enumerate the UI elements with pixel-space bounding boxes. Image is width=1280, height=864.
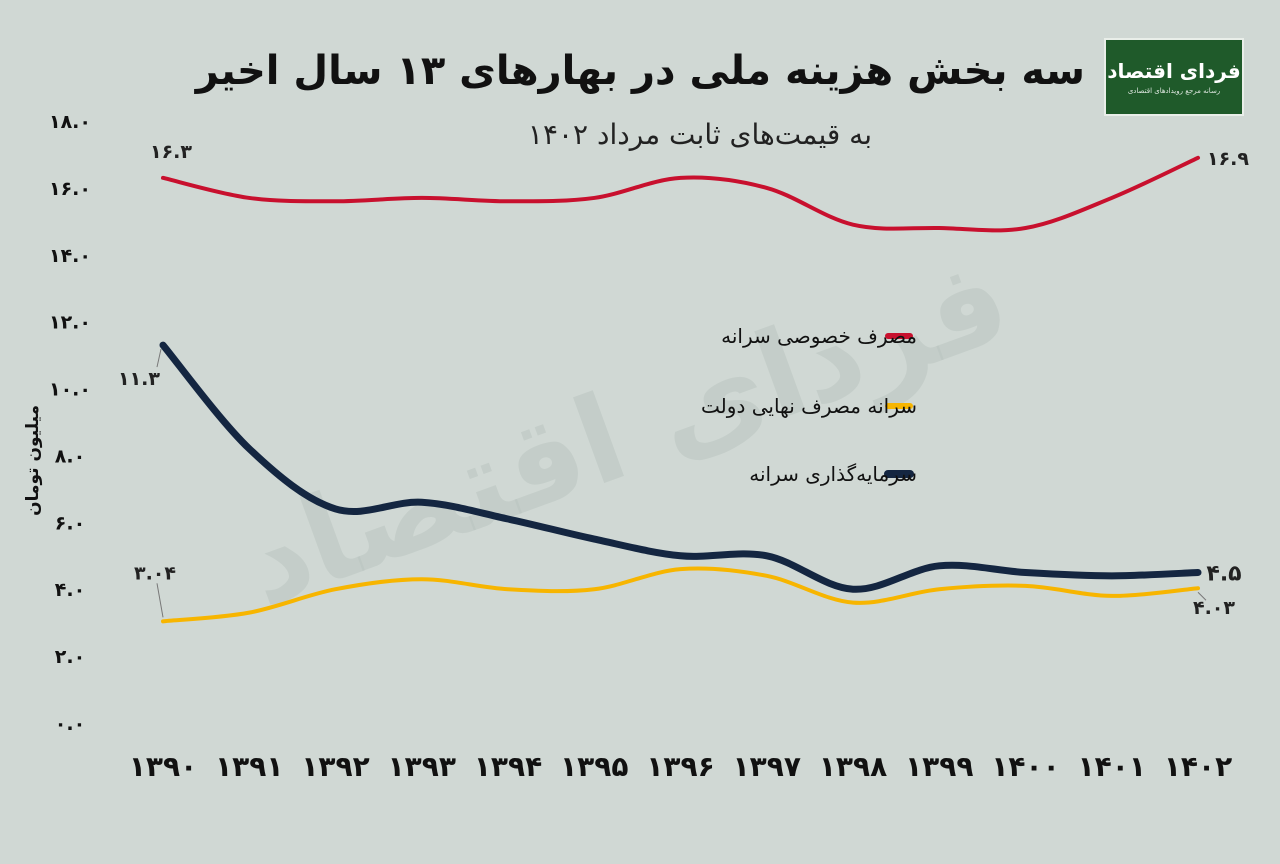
x-tick-label: ۱۴۰۰ bbox=[991, 750, 1059, 783]
chart-title: سه بخش هزینه ملی در بهارهای ۱۳ سال اخیر bbox=[195, 48, 1085, 94]
leader-line bbox=[156, 583, 164, 618]
legend-label: سرمایه‌گذاری سرانه bbox=[749, 462, 917, 486]
y-tick-label: ۱۴.۰ bbox=[49, 245, 91, 267]
data-label-end-1: ۱۶.۹ bbox=[1207, 148, 1249, 170]
data-label-start-2: ۳.۰۴ bbox=[134, 562, 176, 584]
x-tick-label: ۱۳۹۸ bbox=[819, 750, 887, 783]
y-tick-label: ۱۰.۰ bbox=[49, 379, 91, 401]
data-label-end-3: ۴.۵ bbox=[1206, 562, 1241, 587]
leader-line bbox=[156, 348, 162, 368]
x-tick-label: ۱۴۰۲ bbox=[1164, 750, 1232, 783]
y-tick-label: ۰.۰ bbox=[55, 713, 85, 735]
x-tick-label: ۱۳۹۰ bbox=[129, 750, 197, 783]
x-tick-label: ۱۳۹۳ bbox=[388, 750, 456, 783]
x-tick-label: ۱۳۹۵ bbox=[560, 750, 628, 783]
series-line-1 bbox=[161, 155, 1200, 233]
x-tick-label: ۱۳۹۶ bbox=[646, 750, 714, 783]
data-label-start-3: ۱۱.۳ bbox=[118, 368, 160, 390]
y-tick-label: ۱۶.۰ bbox=[49, 178, 91, 200]
x-tick-label: ۱۳۹۷ bbox=[733, 750, 801, 783]
y-tick-label: ۴.۰ bbox=[55, 579, 85, 601]
x-tick-label: ۱۴۰۱ bbox=[1078, 750, 1146, 783]
legend-label: مصرف خصوصی سرانه bbox=[721, 324, 917, 348]
data-label-start-1: ۱۶.۳ bbox=[150, 141, 192, 163]
y-tick-label: ۱۸.۰ bbox=[49, 111, 91, 133]
y-tick-label: ۸.۰ bbox=[55, 445, 85, 467]
y-tick-label: ۱۲.۰ bbox=[49, 312, 91, 334]
leader-line bbox=[1197, 591, 1207, 601]
logo-text: فردای اقتصاد bbox=[1107, 59, 1241, 83]
logo-tagline: رسانه مرجع رویدادهای اقتصادی bbox=[1127, 87, 1221, 95]
series-line-3 bbox=[159, 341, 1202, 593]
brand-logo: فردای اقتصاد رسانه مرجع رویدادهای اقتصاد… bbox=[1104, 38, 1244, 116]
y-tick-label: ۲.۰ bbox=[55, 646, 85, 668]
chart-subtitle: به قیمت‌های ثابت مرداد ۱۴۰۲ bbox=[527, 118, 872, 151]
legend-label: سرانه مصرف نهایی دولت bbox=[701, 394, 917, 418]
x-tick-label: ۱۳۹۲ bbox=[301, 750, 369, 783]
y-axis-label: میلیون تومان bbox=[23, 405, 43, 516]
x-tick-label: ۱۳۹۱ bbox=[215, 750, 283, 783]
x-tick-label: ۱۳۹۹ bbox=[905, 750, 973, 783]
series-line-2 bbox=[161, 566, 1200, 624]
y-tick-label: ۶.۰ bbox=[55, 512, 85, 534]
data-label-end-2: ۴.۰۳ bbox=[1193, 597, 1235, 619]
x-tick-label: ۱۳۹۴ bbox=[474, 750, 542, 783]
